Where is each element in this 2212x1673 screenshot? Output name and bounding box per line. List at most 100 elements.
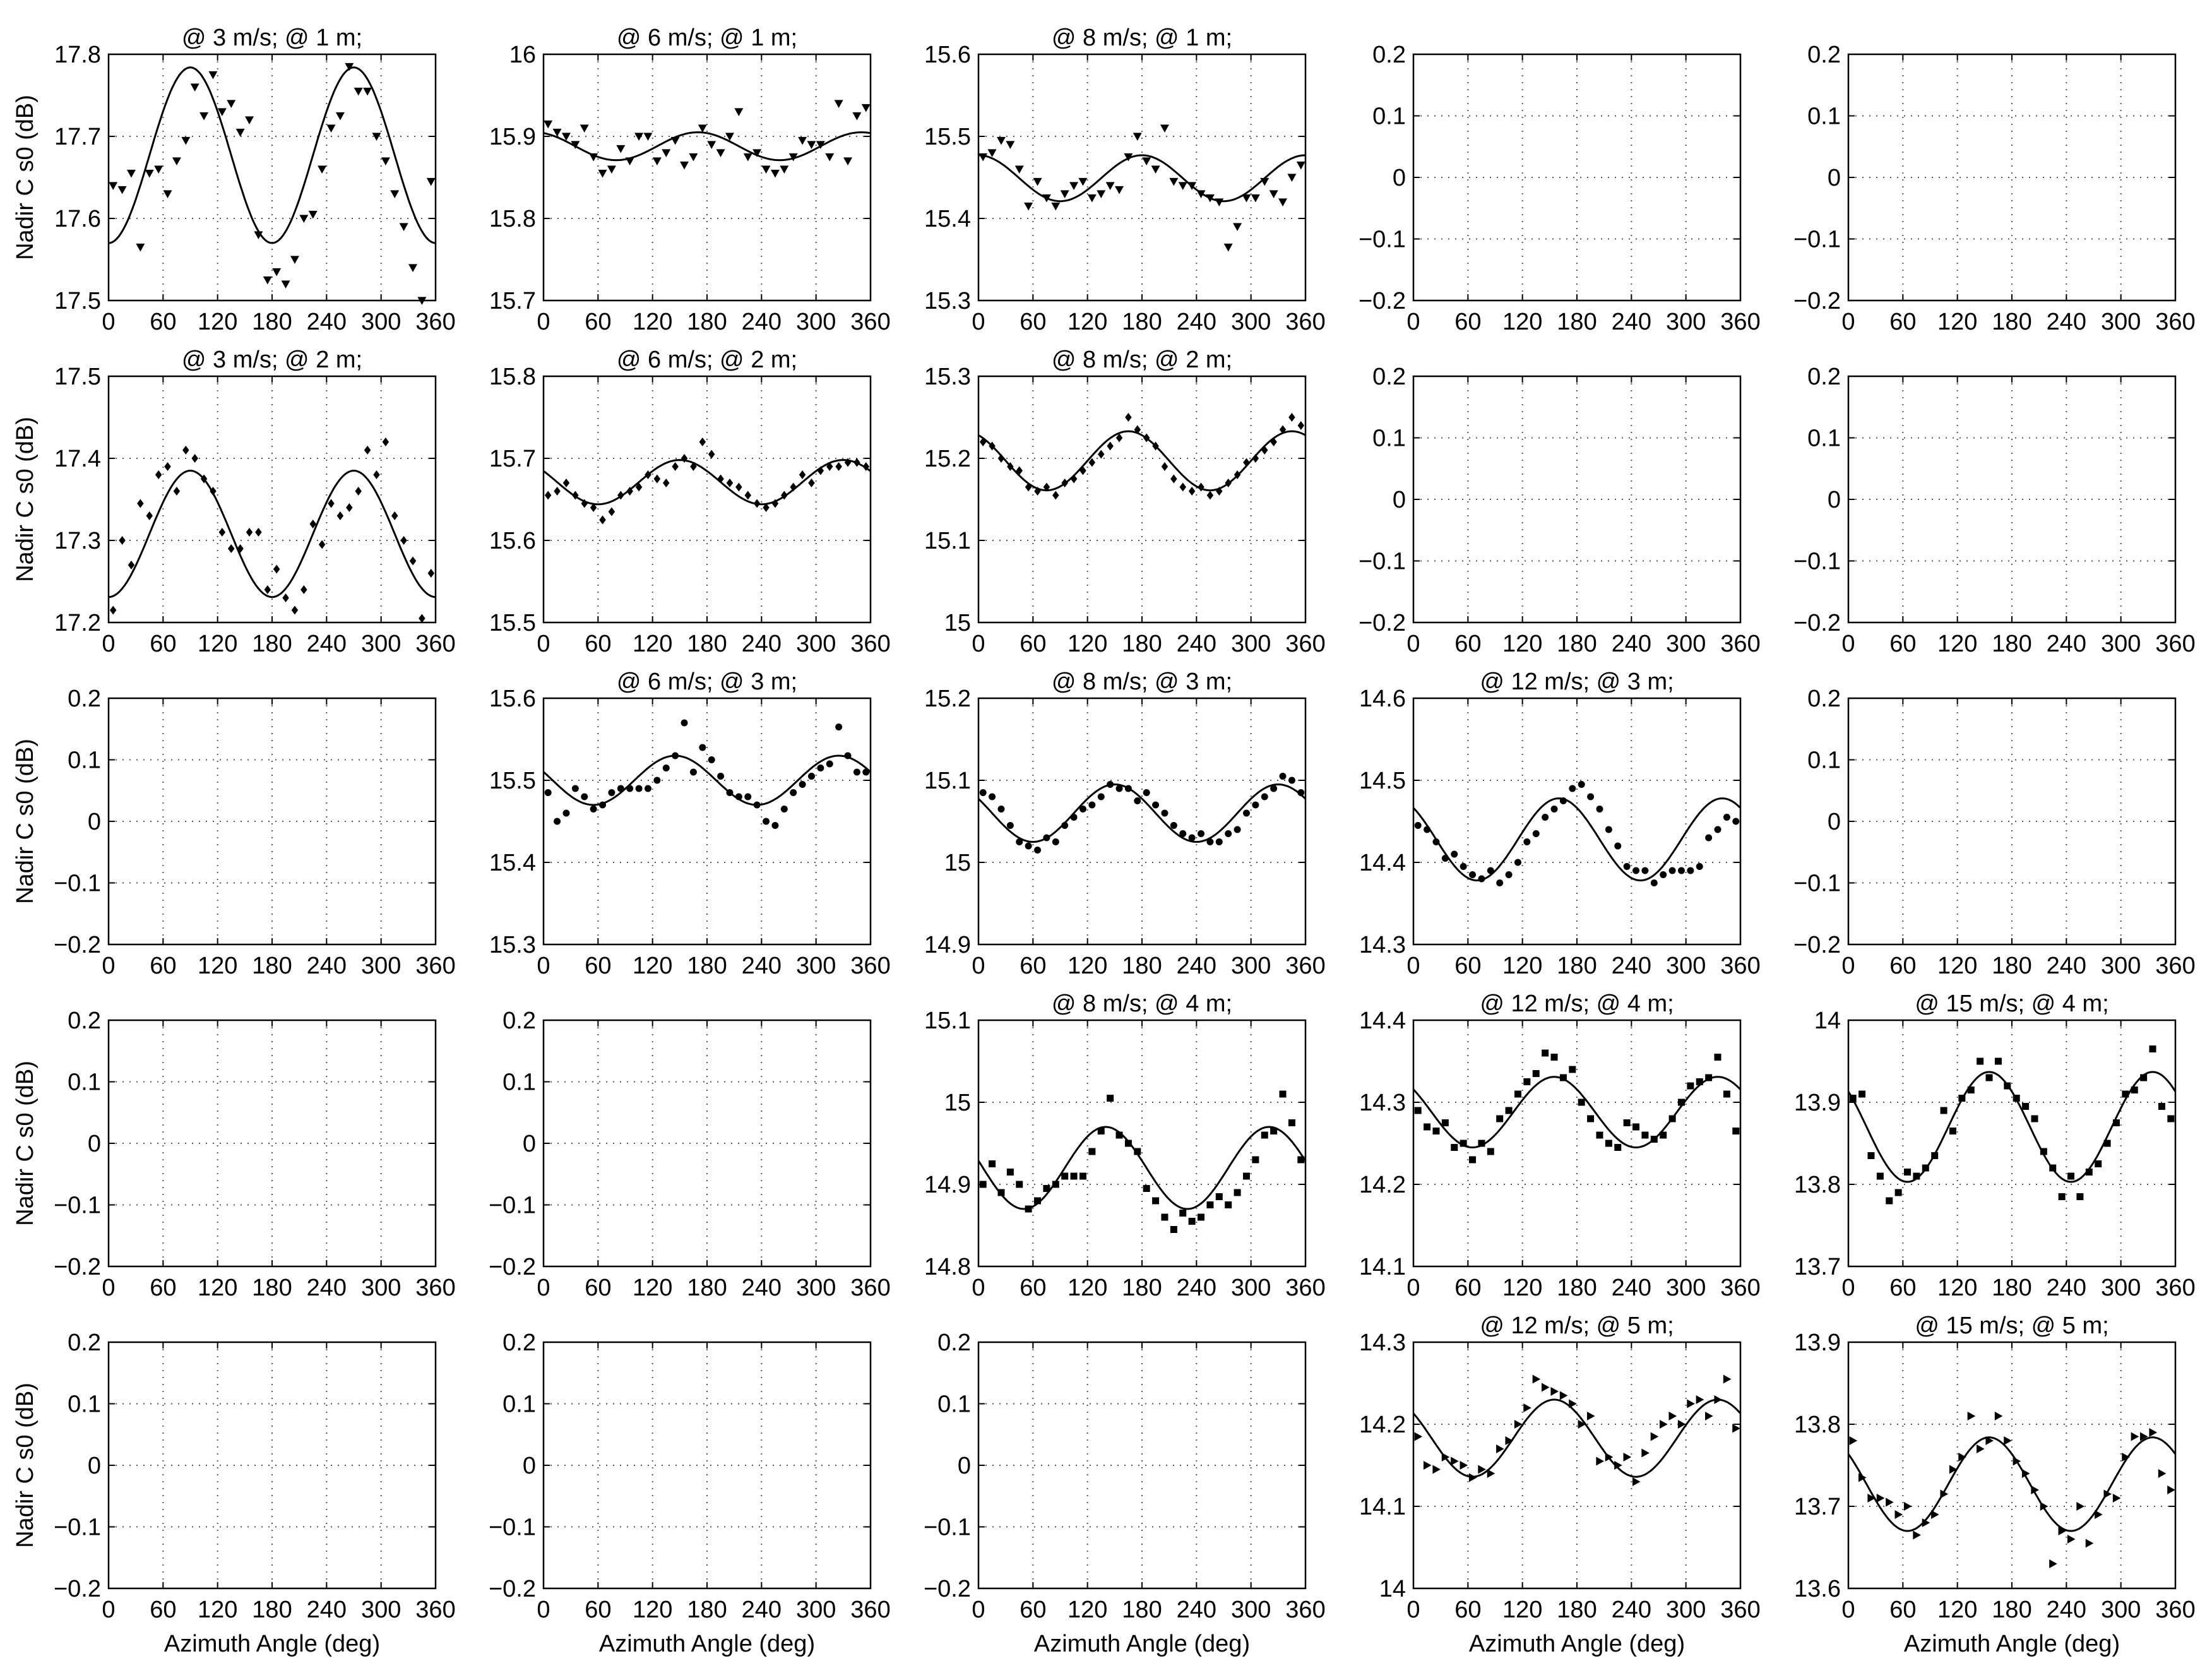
x-tick-label: 180 [1122,1597,1162,1623]
y-tick-label: 15.4 [489,850,536,876]
x-tick-label: 240 [2047,631,2086,657]
data-point [580,124,589,133]
data-point [1623,863,1631,870]
data-point [381,157,390,165]
data-point [2112,1494,2121,1503]
data-point [1206,1201,1214,1208]
x-tick-label: 360 [2155,953,2195,979]
data-point [1414,1107,1422,1114]
data-point [1260,177,1270,186]
data-point [726,789,734,796]
data-point [672,752,679,759]
plot-area [1848,698,2175,944]
data-point [245,116,254,124]
plot-frame [542,1019,872,1268]
data-point [626,785,634,792]
data-point [237,544,244,553]
data-point [807,141,816,149]
x-tick-label: 60 [1020,631,1046,657]
data-point [281,280,290,289]
data-point [391,511,398,520]
subplot-2-4: 0 60 120 180 240 300 360 −0.2 −0.1 0 0.1 0.2 [1359,364,1761,657]
data-point [1025,842,1032,850]
data-point [734,108,744,116]
data-point [299,215,309,223]
data-point [419,614,425,623]
subplot-5-4: 0 60 120 180 240 300 360 14 14.1 14.2 14.3 @ 12 m/s… [1359,1313,1761,1657]
data-point [1043,482,1050,492]
x-tick-label: 300 [2101,309,2141,335]
subplot-title: @ 3 m/s; @ 1 m; [182,25,362,51]
data-point [1205,194,1215,203]
data-point [1097,1128,1105,1134]
x-tick-label: 60 [150,631,176,657]
plot-area [1413,376,1740,622]
data-point [1578,781,1585,788]
data-point [1985,1074,1993,1081]
x-tick-label: 360 [1285,309,1325,335]
data-point [544,491,552,500]
y-tick-label: 17.4 [54,446,101,472]
data-point [1160,124,1169,133]
data-point [282,593,289,602]
x-tick-label: 300 [2101,953,2141,979]
x-tick-label: 60 [585,1275,611,1301]
plot-area [544,1020,871,1266]
data-point [1043,834,1050,842]
data-point [1967,1087,1975,1093]
y-tick-label: 14.3 [1359,1330,1406,1356]
y-tick-label: 0.1 [1807,104,1841,130]
subplot-2-1: 0 60 120 180 240 300 360 17.2 17.3 17.4 17.5 @ 3 m/… [12,347,456,657]
y-tick-label: 0.2 [68,686,101,712]
data-point [2085,1539,2094,1548]
data-point [1088,458,1096,467]
data-point [1034,487,1041,496]
x-tick-label: 60 [1020,953,1046,979]
data-point [790,482,797,492]
data-point [109,605,117,615]
plot-area [1413,698,1740,944]
data-point [572,491,579,500]
x-tick-label: 360 [415,1275,455,1301]
data-point [318,540,326,549]
plot-area [544,698,871,944]
plot-area [978,54,1305,301]
plot-area [109,1342,436,1588]
y-tick-label: 0.1 [1807,426,1841,452]
data-point [790,789,797,796]
y-tick-label: 0.2 [68,1330,101,1356]
data-point [616,145,626,153]
data-point [817,765,824,771]
data-point [291,605,299,615]
plot-area [1848,1020,2175,1266]
data-point [1514,1420,1523,1429]
y-tick-label: 14 [1379,1576,1406,1602]
data-point [562,479,570,487]
plot-frame [977,1341,1307,1590]
data-point [1876,1494,1885,1503]
data-point [1079,1172,1086,1180]
data-point [581,793,588,801]
y-tick-label: 0.1 [1807,747,1841,774]
plot-frame [107,375,437,624]
data-point [1867,1152,1875,1159]
x-tick-label: 300 [1231,953,1271,979]
subplot-1-4: 0 60 120 180 240 300 360 −0.2 −0.1 0 0.1 0.2 [1359,42,1761,335]
x-tick-label: 300 [2101,631,2141,657]
x-tick-label: 240 [742,1275,782,1301]
data-point [670,136,680,145]
y-tick-label: 13.7 [1794,1494,1841,1520]
data-point [1206,491,1214,500]
data-point [861,104,871,112]
x-tick-label: 120 [1067,309,1107,335]
data-point [770,169,780,178]
y-axis-label: Nadir C s0 (dB) [12,1383,39,1548]
data-point [172,157,181,165]
data-point [1225,479,1232,487]
subplot-5-1: 0 60 120 180 240 300 360 −0.2 −0.1 0 0.1 0.2 Nadir C… [12,1330,456,1657]
data-point [852,112,862,121]
data-point [119,536,126,545]
data-point [1532,1374,1541,1384]
data-point [2095,1160,2102,1167]
y-tick-label: −0.2 [1359,610,1406,636]
